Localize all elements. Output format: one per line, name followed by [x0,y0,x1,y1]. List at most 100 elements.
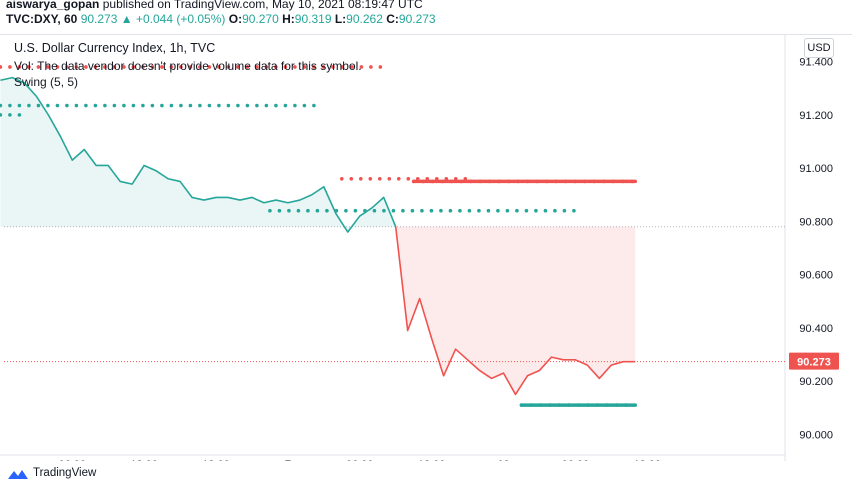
swing-dot [359,65,364,69]
swing-dot [160,65,164,69]
swing-dot [406,176,411,181]
swing-dot [377,176,382,181]
swing-dot [325,208,329,213]
swing-dot [429,208,434,213]
swing-dot [0,65,3,69]
swing-dot [350,65,354,69]
high-label: H: [282,12,295,26]
low-label: L: [334,12,347,26]
swing-dot [572,208,576,213]
swing-dot [112,65,117,69]
swing-dot [0,103,3,108]
swing-dot [112,103,117,108]
swing-dot [486,208,491,213]
close-label: C: [386,12,399,26]
swing-dot [302,103,307,108]
close-value: 90.273 [398,12,436,26]
swing-dot [434,176,439,181]
swing-dot [74,65,79,69]
swing-dot [46,65,50,69]
swing-dot [463,176,468,181]
swing-dot [340,65,345,69]
swing-dot [93,103,98,108]
swing-level-high [0,65,383,69]
tradingview-logo-icon [8,470,28,479]
swing-dot [534,208,538,213]
swing-dot [339,176,344,181]
swing-dot [312,103,316,108]
swing-dot [8,65,12,69]
swing-dot [467,208,472,213]
y-tick-label: 91.000 [799,163,833,175]
open-label: O: [228,12,243,26]
swing-dot [331,65,335,69]
swing-dot [84,65,88,69]
swing-dot [207,103,212,108]
swing-dot [415,176,420,181]
swing-dot [444,176,449,181]
swing-dot [141,65,145,69]
swing-dot [150,103,155,108]
symbol-label: TVC:DXY, 60 [6,12,78,26]
swing-dot [17,103,22,108]
x-tick-label: 12:00 [633,459,661,461]
up-arrow-icon: ▲ [120,12,133,26]
y-tick-label: 90.400 [799,323,833,335]
swing-dot [264,103,269,108]
swing-dot [103,65,107,69]
swing-dot [198,65,202,69]
low-value: 90.262 [346,12,383,26]
swing-dot [505,208,510,213]
swing-dot [353,208,358,213]
swing-indicator-label[interactable]: Swing (5, 5) [14,75,79,89]
volume-note: Vol: The data vendor doesn't provide vol… [14,59,362,73]
y-tick-label: 91.400 [799,57,833,69]
published-text: published on TradingView.com, May 10, 20… [102,0,423,11]
swing-dot [287,208,291,213]
swing-dot [55,103,60,108]
swing-dot [17,65,22,69]
swing-dot [543,208,548,213]
swing-dot [283,103,288,108]
swing-level-low [0,113,22,117]
swing-dot [425,176,430,181]
swing-dot [321,65,326,69]
swing-dot [8,113,12,117]
swing-dot [131,65,136,69]
chart-frame[interactable]: 91.400 91.200 91.000 90.800 90.600 90.400 90.2… [0,34,852,461]
swing-dot [401,208,405,213]
publish-line: aiswarya_gopan published on TradingView.… [6,0,423,11]
swing-dot [293,65,297,69]
currency-button[interactable]: USD [804,38,834,58]
swing-dot [382,208,386,213]
swing-dot [439,208,443,213]
swing-dot [420,208,424,213]
swing-dot [169,103,174,108]
swing-dot [410,208,415,213]
swing-dot [188,103,193,108]
swing-dot [0,113,3,117]
swing-dot [150,65,155,69]
swing-dot [27,65,31,69]
swing-dot [372,208,377,213]
price-chart[interactable]: 91.400 91.200 91.000 90.800 90.600 90.400 90.2… [0,35,852,461]
series-line-down [394,226,636,396]
y-tick-label: 91.200 [799,110,833,122]
swing-dot [283,65,288,69]
swing-dot [236,103,240,108]
swing-dot [8,103,12,108]
x-tick-label: 06:00 [562,459,590,461]
swing-dot [188,65,193,69]
swing-dot [302,65,307,69]
y-tick-label: 90.200 [799,376,833,388]
swing-dot [306,208,310,213]
swing-dot [477,208,481,213]
swing-dot [131,103,136,108]
swing-dot [217,103,221,108]
author-name[interactable]: aiswarya_gopan [6,0,100,11]
swing-dot [458,208,462,213]
swing-level-low [268,208,576,213]
upper-area-fill [0,77,396,233]
swing-dot [255,103,259,108]
swing-dot [496,208,500,213]
